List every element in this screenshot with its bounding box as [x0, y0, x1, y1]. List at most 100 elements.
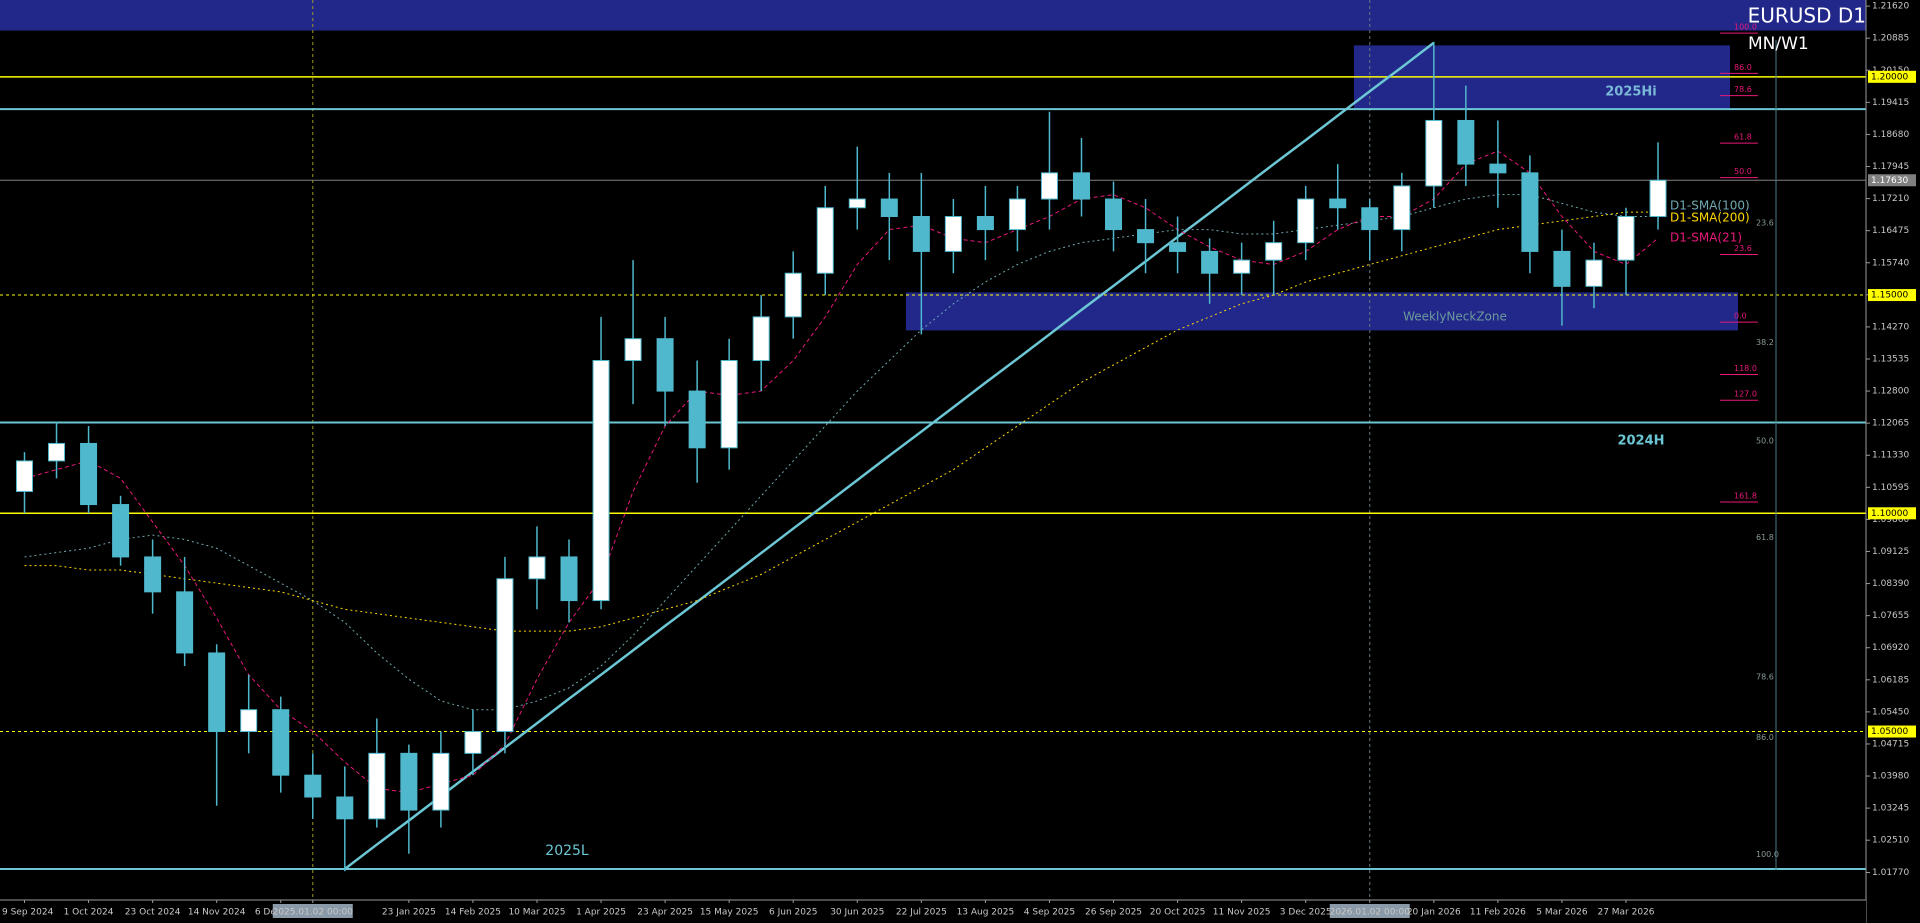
date-highlight [272, 904, 353, 918]
candle-body [944, 215, 962, 252]
candle-body [464, 731, 482, 754]
y-tick-label: 1.12800 [1872, 387, 1909, 397]
x-tick-label: 11 Nov 2025 [1213, 908, 1271, 918]
y-tick-label: 1.19415 [1872, 98, 1909, 108]
chart-title: EURUSD D1 [1748, 4, 1866, 28]
y-tick-label: 1.17945 [1872, 162, 1909, 172]
candle-body [304, 774, 322, 798]
candle-body [272, 709, 290, 776]
fib-label: 118.0 [1734, 364, 1757, 373]
candle-body [48, 442, 66, 462]
candle-body [1233, 259, 1251, 274]
x-tick-label: 23 Jan 2025 [382, 908, 436, 918]
y-tick-label: 1.09125 [1872, 547, 1909, 557]
level-label: 1.20000 [1871, 72, 1908, 82]
x-tick-label: 1 Apr 2025 [576, 908, 626, 918]
y-tick-label: 1.16475 [1872, 226, 1909, 236]
candle-body [1361, 207, 1379, 231]
candle-body [1553, 250, 1571, 287]
fib-label: 86.0 [1734, 63, 1752, 72]
y-tick-label: 1.01770 [1872, 868, 1909, 878]
fib-label: 23.6 [1756, 219, 1774, 228]
y-tick-label: 1.17210 [1872, 194, 1909, 204]
date-highlight [1329, 904, 1410, 918]
level-label-bg [1868, 70, 1916, 83]
annotation: 2025L [545, 843, 589, 859]
candle-body [112, 504, 130, 558]
candle-body [1617, 215, 1635, 261]
candle-body [560, 556, 578, 602]
zone-label: WeeklyNeckZone [1403, 310, 1507, 324]
candle-body [1649, 179, 1667, 217]
y-tick-label: 1.05450 [1872, 707, 1909, 717]
annotation: 2024H [1617, 434, 1664, 449]
candle-body [688, 390, 706, 449]
candle-body [752, 316, 770, 362]
level-label: 1.10000 [1871, 509, 1908, 519]
candle-body [432, 752, 450, 811]
candle-body [240, 709, 258, 733]
candle-body [1329, 198, 1347, 209]
chart-subtitle: MN/W1 [1748, 34, 1809, 54]
y-tick-label: 1.12065 [1872, 419, 1909, 429]
candle-body [1072, 172, 1090, 200]
fib-label: 61.8 [1734, 133, 1752, 142]
fib-label: 50.0 [1756, 436, 1774, 445]
legend-entry: D1-SMA(21) [1670, 231, 1742, 245]
legend-entry: D1-SMA(200) [1670, 211, 1750, 225]
trendline [344, 41, 1435, 871]
candle-body [368, 752, 386, 820]
y-tick-label: 1.02510 [1872, 836, 1909, 846]
x-tick-label: 14 Nov 2024 [188, 908, 246, 918]
candle-body [912, 215, 930, 252]
x-tick-label: 4 Sep 2025 [1024, 908, 1075, 918]
candle-body [1585, 259, 1603, 287]
y-tick-label: 1.06920 [1872, 643, 1909, 653]
candle-body [848, 198, 866, 209]
x-tick-label: 23 Apr 2025 [637, 908, 693, 918]
level-label: 1.15000 [1871, 291, 1908, 301]
level-label: 1.05000 [1871, 727, 1908, 737]
y-tick-label: 1.06185 [1872, 675, 1909, 685]
sma-line [24, 194, 1659, 711]
candle-body [528, 556, 546, 580]
x-tick-label: 26 Sep 2025 [1085, 908, 1142, 918]
current-price-label: 1.17630 [1871, 176, 1908, 186]
candle-body [816, 207, 834, 274]
candle-body [592, 360, 610, 602]
fib-label: 0.0 [1734, 312, 1747, 321]
y-tick-label: 1.10595 [1872, 483, 1909, 493]
candle-body [1393, 185, 1411, 231]
candle-body [208, 652, 226, 733]
x-tick-label: 27 Mar 2026 [1597, 908, 1654, 918]
candle-body [1137, 229, 1155, 244]
candle-body [720, 360, 738, 449]
candle-body [496, 578, 514, 733]
y-tick-label: 1.13535 [1872, 354, 1909, 364]
candle-body [1169, 242, 1187, 252]
x-tick-label: 14 Feb 2025 [445, 908, 501, 918]
x-tick-label: 10 Mar 2025 [508, 908, 565, 918]
x-tick-label: 23 Oct 2024 [125, 908, 181, 918]
y-tick-label: 1.03980 [1872, 772, 1909, 782]
candle-body [656, 338, 674, 392]
fib-label: 23.6 [1734, 244, 1752, 253]
x-tick-label: 9 Sep 2024 [2, 908, 54, 918]
candle-body [400, 752, 418, 811]
y-tick-label: 1.14270 [1872, 322, 1909, 332]
y-tick-label: 1.15740 [1872, 258, 1909, 268]
y-tick-label: 1.18680 [1872, 130, 1909, 140]
x-tick-label: 15 May 2025 [700, 908, 759, 918]
candle-body [1425, 119, 1443, 187]
x-tick-label: 20 Oct 2025 [1150, 908, 1206, 918]
candle-body [1521, 172, 1539, 252]
legend-entry: D1-SMA(100) [1670, 199, 1750, 213]
y-tick-label: 1.04715 [1872, 739, 1909, 749]
level-label-bg [1868, 507, 1916, 520]
fib-label: 78.6 [1756, 673, 1774, 682]
x-tick-label: 6 Jun 2025 [769, 908, 817, 918]
current-price-bg [1868, 174, 1916, 187]
x-tick-label: 3 Dec 2025 [1280, 908, 1332, 918]
